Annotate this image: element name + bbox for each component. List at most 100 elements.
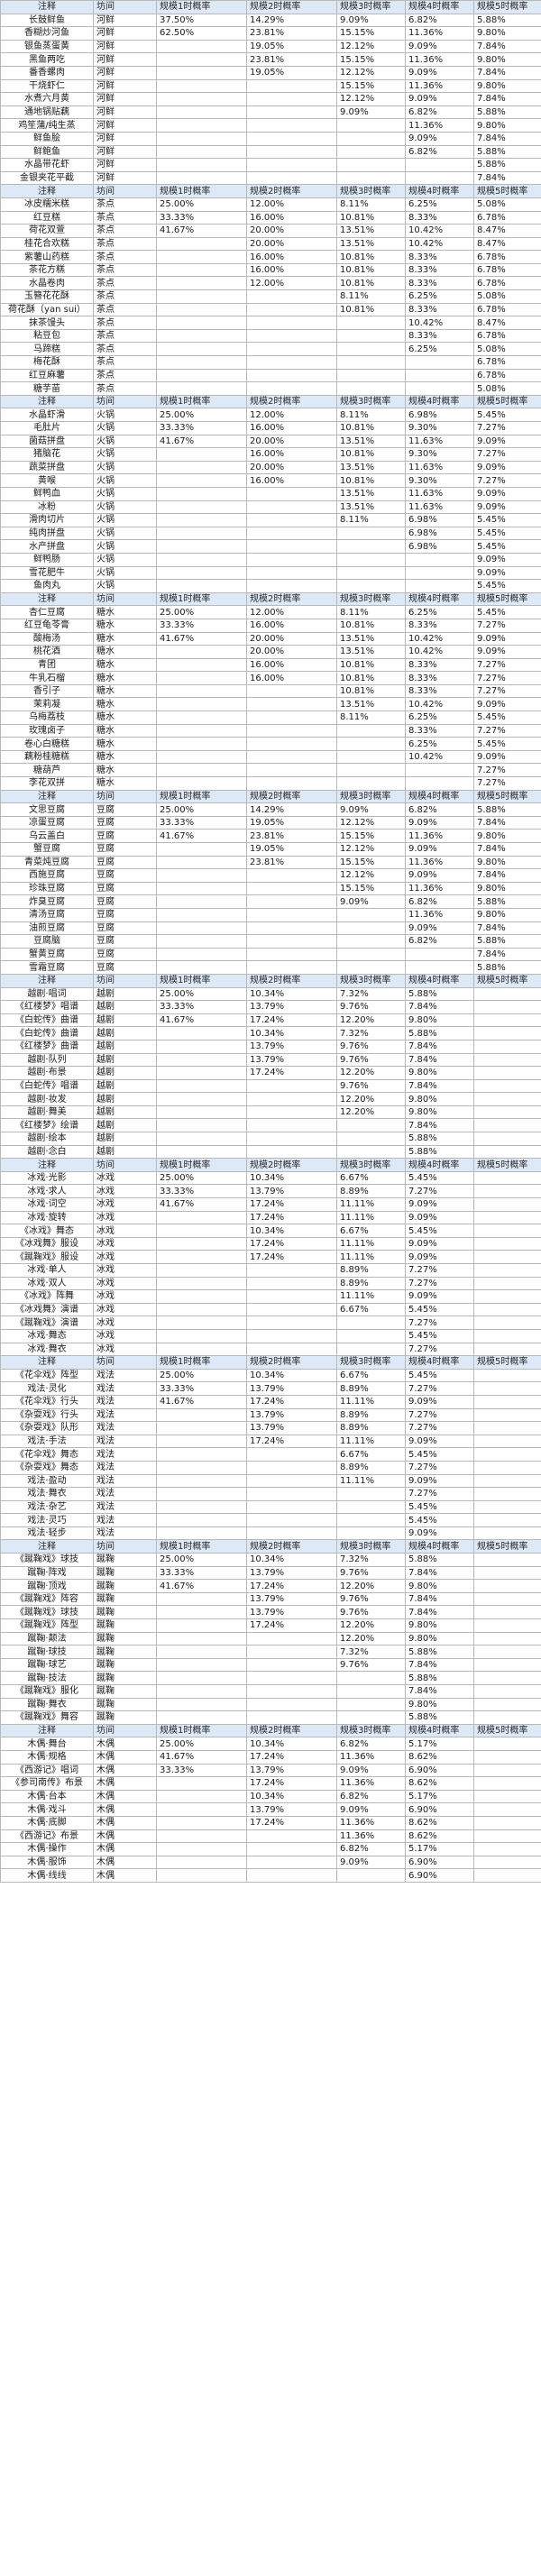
table-row: 荷花双萱 茶点 41.67% 20.00% 13.51% 10.42% 8.47% <box>0 224 541 238</box>
probability-cell: 9.80% <box>405 1631 474 1646</box>
item-name-cell: 《蹴鞠戏》阵容 <box>0 1591 94 1607</box>
probability-cell: 5.88% <box>405 1144 474 1160</box>
probability-cell: 9.80% <box>405 1105 474 1120</box>
probability-cell: 7.27% <box>405 1487 474 1501</box>
probability-cell <box>156 500 247 515</box>
probability-cell <box>156 579 247 593</box>
table-row: 藕粉桂糖糕 糖水 10.42% 9.09% <box>0 749 541 765</box>
probability-cell <box>473 1250 541 1264</box>
table-row: 银鱼蒸蛋黄 河鲜 19.05% 12.12% 9.09% 7.84% <box>0 39 541 54</box>
table-row: 菌菇拼盘 火锅 41.67% 20.00% 13.51% 11.63% 9.09% <box>0 434 541 449</box>
probability-cell <box>405 170 474 186</box>
probability-cell: 25.00% <box>156 197 247 212</box>
item-name-cell: 水晶卷肉 <box>0 276 94 291</box>
probability-cell <box>156 1052 247 1068</box>
item-name-cell: 卷心白糖糕 <box>0 737 94 751</box>
probability-cell: 9.80% <box>405 1618 474 1633</box>
category-cell: 木偶 <box>93 1815 157 1830</box>
probability-cell <box>246 1513 337 1527</box>
probability-cell <box>156 170 247 186</box>
probability-cell <box>156 697 247 712</box>
probability-cell <box>336 579 406 593</box>
probability-cell: 6.82% <box>405 13 474 28</box>
header-cell: 规模1时概率 <box>156 0 247 14</box>
probability-cell: 13.79% <box>246 1000 337 1014</box>
probability-cell: 11.11% <box>336 1289 406 1304</box>
table-row: 越剧·舞美 越剧 12.20% 9.80% <box>0 1105 541 1120</box>
probability-cell: 33.33% <box>156 210 247 225</box>
probability-cell: 7.27% <box>473 763 541 778</box>
probability-cell: 9.76% <box>336 1000 406 1014</box>
category-cell: 茶点 <box>93 316 157 330</box>
probability-cell: 9.09% <box>473 565 541 581</box>
category-cell: 火锅 <box>93 552 157 567</box>
probability-cell: 33.33% <box>156 421 247 435</box>
probability-cell: 5.45% <box>405 1328 474 1343</box>
probability-cell: 9.76% <box>336 1039 406 1054</box>
probability-cell: 10.34% <box>246 1224 337 1238</box>
probability-cell: 16.00% <box>246 657 337 673</box>
probability-cell: 16.00% <box>246 262 337 278</box>
probability-cell <box>473 1236 541 1251</box>
item-name-cell: 《西游记》布景 <box>0 1829 94 1844</box>
probability-cell <box>246 1842 337 1856</box>
probability-cell: 15.15% <box>336 829 406 843</box>
probability-cell: 17.24% <box>246 1394 337 1409</box>
table-row: 茉莉凝 糖水 13.51% 10.42% 9.09% <box>0 697 541 712</box>
probability-cell <box>473 1289 541 1304</box>
probability-cell: 7.84% <box>405 1657 474 1673</box>
probability-cell <box>473 1144 541 1160</box>
probability-cell: 13.51% <box>336 224 406 238</box>
probability-cell: 16.00% <box>246 473 337 488</box>
item-name-cell: 戏法·灵化 <box>0 1381 94 1396</box>
probability-cell <box>473 1499 541 1515</box>
probability-cell <box>156 1460 247 1475</box>
probability-cell <box>156 749 247 765</box>
probability-cell: 9.80% <box>473 881 541 896</box>
probability-sheet: 注释 坊间 规模1时概率 规模2时概率 规模3时概率 规模4时概率 规模5时概率 长鼓鲜鱼 河鲜… <box>0 0 541 1883</box>
probability-cell <box>156 1487 247 1501</box>
table-row: 《花伞戏》舞态 戏法 6.67% 5.45% <box>0 1447 541 1462</box>
category-cell: 蹴鞠 <box>93 1565 157 1581</box>
probability-cell: 9.09% <box>405 1197 474 1212</box>
header-cell: 规模4时概率 <box>405 0 474 14</box>
item-name-cell: 红豆糕 <box>0 210 94 225</box>
probability-cell: 6.25% <box>405 737 474 751</box>
table-row: 李花双拼 糖水 7.27% <box>0 776 541 791</box>
probability-cell: 9.09% <box>405 1236 474 1251</box>
table-row: 梅花酥 茶点 6.78% <box>0 355 541 370</box>
probability-cell: 11.11% <box>336 1434 406 1449</box>
table-row: 《西游记》布景 木偶 11.36% 8.62% <box>0 1829 541 1844</box>
probability-cell <box>473 1184 541 1199</box>
probability-cell: 6.82% <box>336 1737 406 1751</box>
category-cell: 河鲜 <box>93 26 157 41</box>
probability-cell <box>473 1316 541 1330</box>
probability-cell <box>156 1105 247 1120</box>
probability-cell: 5.45% <box>473 513 541 527</box>
probability-cell: 11.36% <box>405 907 474 922</box>
category-cell: 蹴鞠 <box>93 1591 157 1607</box>
probability-cell: 10.81% <box>336 671 406 685</box>
category-cell: 茶点 <box>93 289 157 304</box>
category-cell: 茶点 <box>93 276 157 291</box>
section-header-row: 注释 坊间 规模1时概率 规模2时概率 规模3时概率 规模4时概率 规模5时概率 <box>0 184 541 198</box>
probability-cell: 9.80% <box>473 26 541 41</box>
table-row: 越剧·唱词 越剧 25.00% 10.34% 7.32% 5.88% <box>0 986 541 1002</box>
probability-cell: 17.24% <box>246 1066 337 1080</box>
header-cell: 规模1时概率 <box>156 1539 247 1554</box>
probability-cell: 7.27% <box>473 447 541 462</box>
item-name-cell: 银鱼蒸蛋黄 <box>0 39 94 54</box>
probability-cell <box>156 460 247 475</box>
probability-cell: 13.51% <box>336 486 406 501</box>
probability-cell: 9.09% <box>473 749 541 765</box>
category-cell: 戏法 <box>93 1460 157 1475</box>
category-cell: 河鲜 <box>93 118 157 133</box>
probability-cell: 10.81% <box>336 473 406 488</box>
item-name-cell: 戏法·轻步 <box>0 1526 94 1541</box>
probability-cell <box>246 158 337 172</box>
probability-cell <box>246 1092 337 1106</box>
probability-cell: 6.78% <box>473 262 541 278</box>
probability-cell: 8.89% <box>336 1460 406 1475</box>
probability-cell <box>156 1263 247 1278</box>
category-cell: 豆腐 <box>93 842 157 857</box>
